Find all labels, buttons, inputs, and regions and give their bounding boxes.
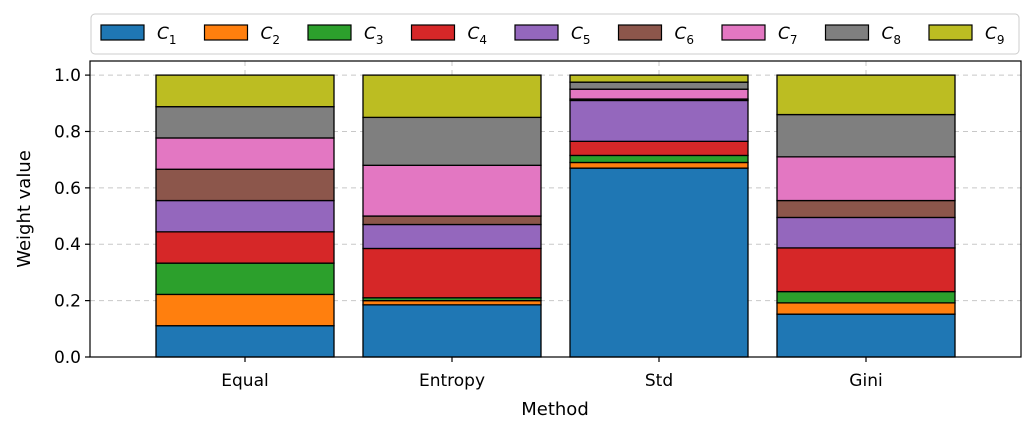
legend-label-c5: C5 xyxy=(571,24,591,47)
legend-label-c1: C1 xyxy=(157,24,177,47)
legend-swatch-c1 xyxy=(100,24,145,41)
bar-std-c8 xyxy=(569,81,749,90)
bar-equal-c9 xyxy=(155,74,335,108)
bar-entropy-c1 xyxy=(362,304,542,358)
bar-gini-c8 xyxy=(776,113,956,158)
y-tick-label-0: 0.0 xyxy=(54,348,81,368)
bar-equal-c8 xyxy=(155,106,335,139)
legend: C1 C2 C3 C4 C5 C6 C7 C8 C9 xyxy=(90,13,1020,55)
bar-equal-c4 xyxy=(155,231,335,264)
bar-std-c2 xyxy=(569,161,749,169)
bar-equal-c3 xyxy=(155,262,335,296)
legend-swatch-c7 xyxy=(721,24,766,41)
y-tick-label-3: 0.6 xyxy=(54,179,81,199)
bar-entropy-c7 xyxy=(362,164,542,217)
bar-equal-c6 xyxy=(155,168,335,202)
legend-label-c4: C4 xyxy=(468,24,488,47)
bar-std-c7 xyxy=(569,88,749,100)
legend-label-c7: C7 xyxy=(778,24,798,47)
bar-equal-c2 xyxy=(155,293,335,327)
legend-label-c9: C9 xyxy=(985,24,1005,47)
bar-gini-c5 xyxy=(776,216,956,249)
legend-label-c3: C3 xyxy=(364,24,384,47)
legend-swatch-c4 xyxy=(410,24,456,41)
legend-swatch-c5 xyxy=(514,24,559,41)
x-tick-label-entropy: Entropy xyxy=(419,371,485,391)
legend-swatch-c2 xyxy=(203,24,249,41)
bar-gini-c1 xyxy=(776,313,956,358)
x-tick-label-std: Std xyxy=(645,371,673,391)
y-axis-label: Weight value xyxy=(14,150,35,268)
x-tick-label-equal: Equal xyxy=(221,371,268,391)
bar-gini-c9 xyxy=(776,74,956,116)
bar-entropy-c9 xyxy=(362,74,542,119)
bar-gini-c2 xyxy=(776,302,956,315)
legend-label-c8: C8 xyxy=(882,24,902,47)
bar-equal-c5 xyxy=(155,199,335,233)
y-tick-label-2: 0.4 xyxy=(54,235,81,255)
legend-swatch-c6 xyxy=(617,24,663,41)
y-tick-label-1: 0.2 xyxy=(54,292,81,312)
x-axis: Equal Entropy Std Gini xyxy=(221,357,883,391)
legend-label-c6: C6 xyxy=(675,24,695,47)
bar-gini-c4 xyxy=(776,247,956,293)
bar-std-c3 xyxy=(569,154,749,164)
y-axis: 0.0 0.2 0.4 0.6 0.8 1.0 xyxy=(54,66,90,368)
bar-equal-c7 xyxy=(155,137,335,170)
bars xyxy=(155,74,956,358)
legend-swatch-c8 xyxy=(824,24,870,41)
bar-entropy-c4 xyxy=(362,247,542,299)
bar-gini-c3 xyxy=(776,290,956,304)
bar-std-c1 xyxy=(569,167,749,358)
x-axis-label: Method xyxy=(521,399,589,420)
bar-gini-c6 xyxy=(776,199,956,219)
legend-swatch-c9 xyxy=(928,24,973,41)
bar-entropy-c8 xyxy=(362,116,542,166)
y-tick-label-5: 1.0 xyxy=(54,66,81,86)
bar-gini-c7 xyxy=(776,156,956,202)
plot-frame xyxy=(89,60,1022,358)
bar-std-c4 xyxy=(569,140,749,157)
bar-entropy-c6 xyxy=(362,215,542,226)
legend-label-c2: C2 xyxy=(261,24,281,47)
bar-entropy-c5 xyxy=(362,223,542,250)
legend-swatch-c3 xyxy=(307,24,352,41)
y-tick-label-4: 0.8 xyxy=(54,122,81,142)
bar-std-c9 xyxy=(569,74,749,83)
bar-equal-c1 xyxy=(155,325,335,358)
x-tick-label-gini: Gini xyxy=(849,371,882,391)
bar-std-c5 xyxy=(569,99,749,142)
